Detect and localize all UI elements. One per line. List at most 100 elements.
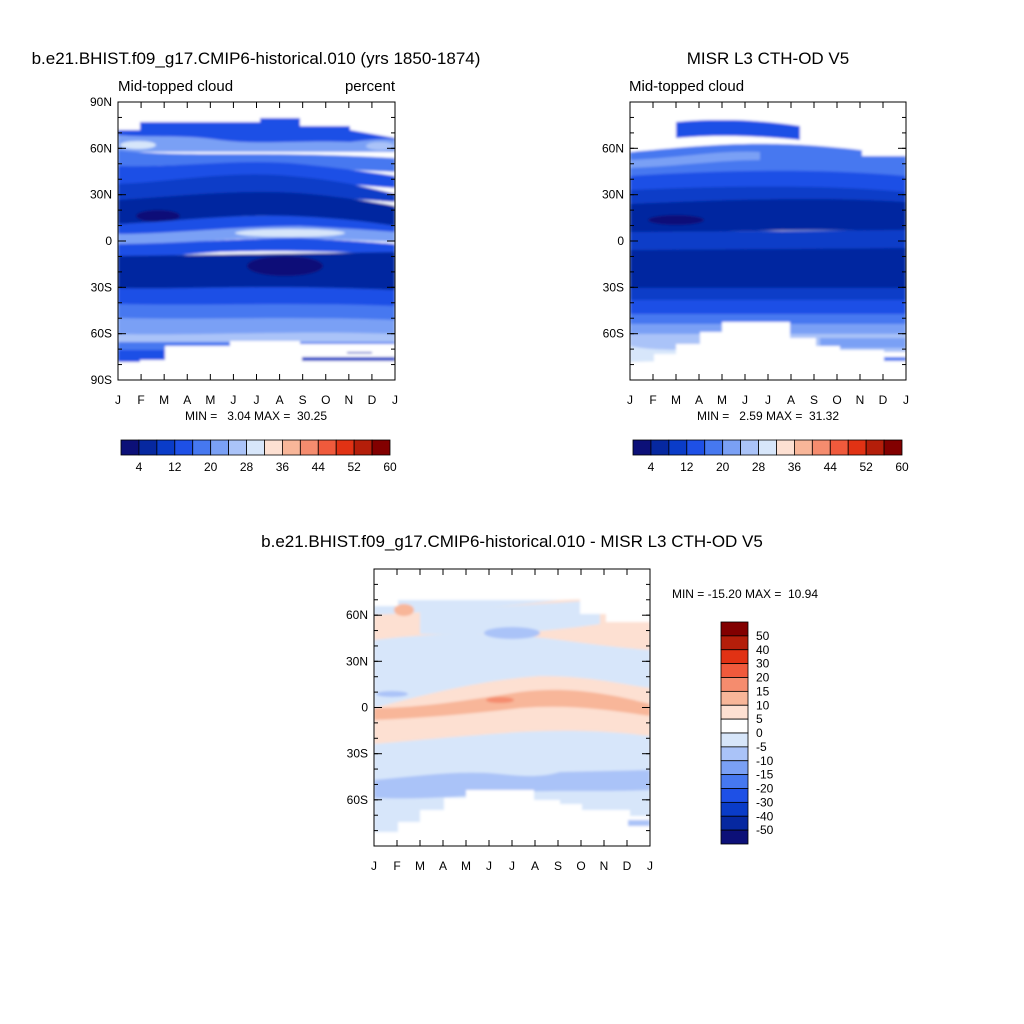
colorbar-label: 50 [756,629,770,643]
colorbar-swatch [650,439,670,456]
y-tick-label: 60N [602,141,624,155]
panel-left-label-obs: Mid-topped cloud [629,78,744,95]
colorbar-label: -5 [756,740,767,754]
colorbar-label: 15 [756,684,770,698]
colorbar-label: 20 [716,460,730,474]
colorbar-swatch [686,439,706,456]
colorbar-label: 60 [383,460,397,474]
y-tick-label: 30N [90,188,112,202]
x-tick-label: O [576,859,585,873]
colorbar-swatch [174,439,194,456]
colorbar-swatch [138,439,158,456]
colorbar-swatch [758,439,777,456]
x-tick-label: D [879,393,888,407]
stats-obs: MIN = 2.59 MAX = 31.32 [697,409,839,423]
colorbar-swatch [668,439,688,456]
x-tick-label: J [627,393,633,407]
y-tick-label: 0 [105,234,112,248]
colorbar-label: 5 [756,712,763,726]
colorbar-label: -15 [756,768,774,782]
colorbar-swatch [720,774,749,789]
colorbar-swatch [156,439,176,456]
x-tick-label: F [649,393,656,407]
x-tick-label: J [254,393,260,407]
colorbar-label: 4 [648,460,655,474]
colorbar-label: -10 [756,754,774,768]
colorbar-swatch [720,732,749,748]
colorbar-label: 28 [240,460,254,474]
x-tick-label: A [787,393,795,407]
colorbar-obs: 4 12 20 28 36 44 52 60 [632,439,909,474]
colorbar-swatch [720,801,749,817]
colorbar-swatch [228,439,247,456]
x-tick-label: M [717,393,727,407]
x-tick-label: J [765,393,771,407]
colorbar-swatch [264,439,283,456]
colorbar-swatch [720,746,749,762]
colorbar-label: 30 [756,657,770,671]
colorbar-swatch [720,829,749,845]
colorbar-label: -50 [756,823,774,837]
colorbar-swatch [632,439,652,456]
colorbar-swatch [720,677,749,692]
colorbar-swatch [720,635,749,651]
x-tick-label: M [671,393,681,407]
x-tick-label: A [183,393,191,407]
colorbar-label: 28 [752,460,766,474]
x-tick-label: D [623,859,632,873]
x-tick-label: J [230,393,236,407]
colorbar-label: 52 [347,460,361,474]
colorbar-swatch [210,439,230,456]
colorbar-label: 60 [895,460,909,474]
x-tick-label: N [856,393,865,407]
heatmap-obs [630,102,906,380]
colorbar-swatch [720,815,749,831]
colorbar-swatch [720,760,749,776]
colorbar-swatch [317,439,337,456]
colorbar-swatch [720,621,749,637]
x-tick-label: F [137,393,144,407]
colorbar-swatch [704,439,724,456]
x-tick-label: N [344,393,353,407]
colorbar-label: 40 [756,643,770,657]
colorbar-label: -30 [756,795,774,809]
stats-diff: MIN = -15.20 MAX = 10.94 [672,587,818,601]
colorbar-swatch [246,439,265,456]
colorbar-swatch [776,439,795,456]
colorbar-swatch [883,439,903,456]
x-tick-label: F [393,859,400,873]
y-tick-label: 30S [603,280,624,294]
x-tick-label: S [554,859,562,873]
heatmap-diff [374,569,650,846]
colorbar-swatch [353,439,373,456]
y-tick-label: 30N [602,188,624,202]
x-tick-label: A [276,393,284,407]
x-tick-label: M [205,393,215,407]
y-tick-label: 30S [347,747,368,761]
colorbar-label: 4 [136,460,143,474]
colorbar-swatch [722,439,742,456]
y-tick-label: 90S [91,373,112,387]
colorbar-label: 10 [756,698,770,712]
x-tick-label: O [832,393,841,407]
x-tick-label: J [647,859,653,873]
x-tick-label: J [486,859,492,873]
colorbar-swatch [720,649,749,665]
colorbar-swatch [720,718,749,734]
x-tick-label: A [439,859,447,873]
colorbar-swatch [720,690,749,706]
y-tick-label: 60N [90,141,112,155]
colorbar-label: -20 [756,782,774,796]
panel-title-obs: MISR L3 CTH-OD V5 [687,49,849,68]
heatmap-model [118,102,395,380]
x-tick-label: M [415,859,425,873]
colorbar-label: 52 [859,460,873,474]
colorbar-label: -40 [756,809,774,823]
x-tick-label: O [321,393,330,407]
colorbar-label: 44 [824,460,838,474]
x-tick-label: J [115,393,121,407]
x-tick-label: M [461,859,471,873]
colorbar-label: 20 [756,671,770,685]
